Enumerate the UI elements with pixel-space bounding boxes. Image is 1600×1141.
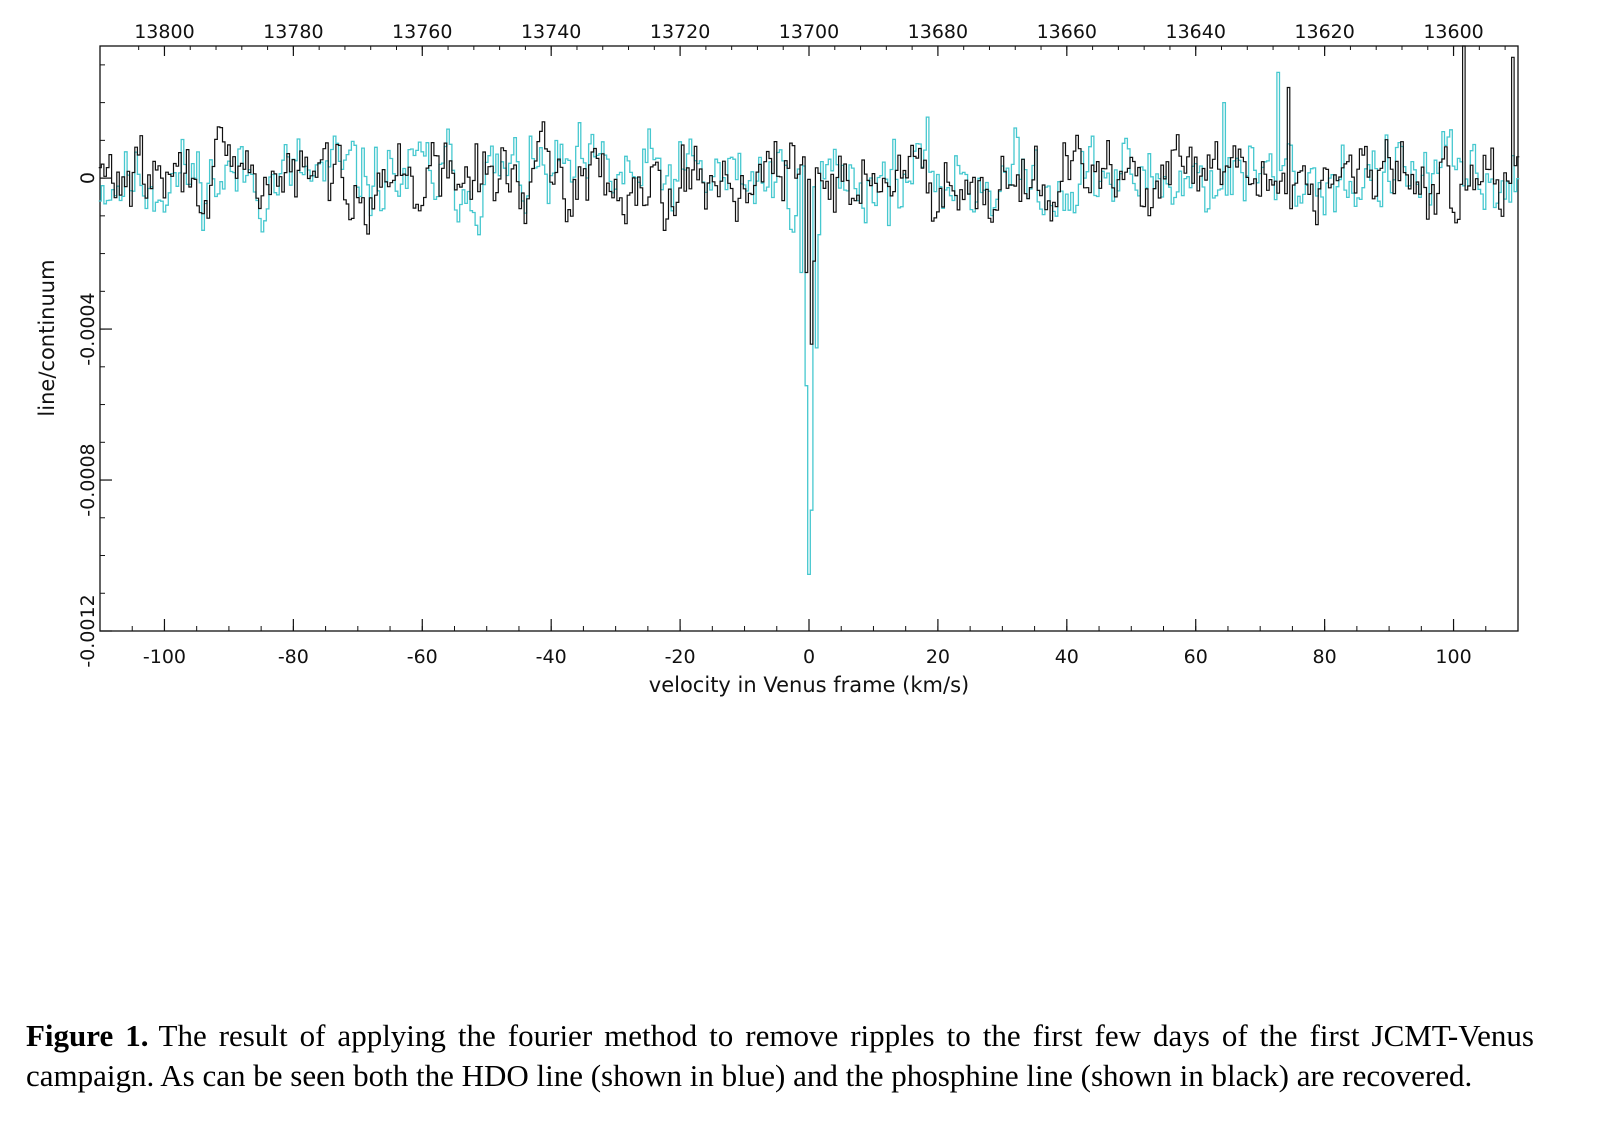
y-axis-title: line/continuum [35,259,59,416]
spectrum-series-0 [98,71,1520,576]
bottom-axis: -100 -80 -60 -40 -20 0 20 40 60 80 100 [99,619,1519,668]
figure-label: Figure 1. [26,1018,149,1053]
spectrum-series-1 [98,45,1520,345]
x-tick-label: -20 [665,646,696,668]
x-tick-label: 20 [926,646,950,668]
top-tick-label: 13760 [392,21,452,43]
top-tick-label: 13700 [779,21,839,43]
x-tick-label: -100 [143,646,186,668]
top-tick-label: 13740 [521,21,581,43]
top-tick-label: 13660 [1037,21,1097,43]
figure-caption: Figure 1. The result of applying the four… [26,1016,1534,1096]
top-tick-label: 13780 [263,21,323,43]
y-tick-label: -0.0008 [77,443,99,516]
x-tick-label: 100 [1435,646,1471,668]
x-tick-label: -80 [278,646,309,668]
x-tick-label: 0 [803,646,815,668]
top-tick-label: 13720 [650,21,710,43]
top-tick-label: 13680 [908,21,968,43]
top-tick-label: 13800 [134,21,194,43]
top-tick-label: 13620 [1294,21,1354,43]
left-axis: 0 -0.0004 -0.0008 -0.0012 [77,64,112,668]
series-layer [98,45,1520,576]
top-axis: 13800 13780 13760 13740 13720 13700 13680 13660… [134,21,1506,56]
x-tick-label: 80 [1313,646,1337,668]
x-tick-label: 40 [1055,646,1079,668]
x-tick-label: 60 [1184,646,1208,668]
top-tick-label: 13640 [1166,21,1226,43]
plot-frame [99,45,1519,632]
spectrum-chart: -100 -80 -60 -40 -20 0 20 40 60 80 100 13800 13780 1… [35,21,1520,697]
x-axis-title: velocity in Venus frame (km/s) [649,673,969,697]
top-tick-label: 13600 [1423,21,1483,43]
y-tick-label: -0.0012 [77,594,99,667]
x-tick-label: -40 [536,646,567,668]
y-tick-label: 0 [77,172,99,184]
caption-text: The result of applying the fourier metho… [26,1018,1535,1093]
y-tick-label: -0.0004 [77,292,99,365]
x-tick-label: -60 [407,646,438,668]
